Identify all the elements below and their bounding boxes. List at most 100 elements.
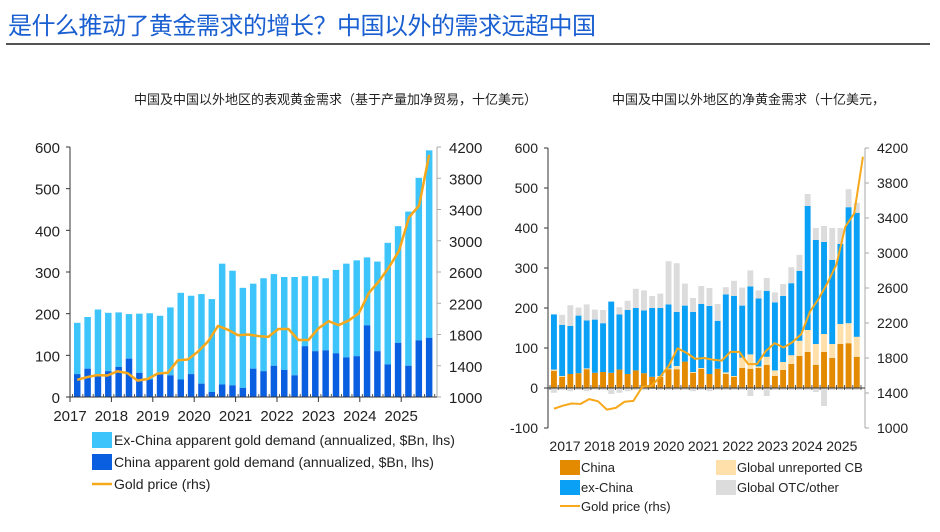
otc-other-negative-bar: [739, 388, 746, 390]
left-y-tick-label: 200: [515, 300, 539, 316]
unreported-cb-bar: [771, 370, 778, 376]
china-bar: [551, 370, 557, 388]
otc-other-bar: [755, 290, 762, 299]
otc-other-bar: [845, 189, 852, 208]
unreported-cb-bar: [845, 323, 852, 344]
china-bar: [821, 352, 827, 388]
ex-china-bar: [105, 312, 112, 372]
otc-other-bar: [731, 280, 737, 296]
otc-other-negative-bar: [780, 388, 787, 390]
china-bar: [343, 357, 350, 397]
x-tick-label: 2021: [219, 408, 252, 425]
ex-china-bar: [853, 212, 860, 337]
ex-china-bar: [187, 295, 195, 375]
left-y-tick-label: 500: [35, 182, 60, 199]
otc-other-negative-bar: [632, 388, 639, 390]
left-y-tick-label: 0: [52, 390, 60, 407]
china-bar: [837, 344, 844, 388]
china-bar: [229, 385, 236, 397]
ex-china-bar: [177, 292, 184, 380]
title-divider: [6, 43, 930, 45]
left-y-tick-label: 400: [515, 220, 539, 236]
right-y-tick-label: 3800: [877, 175, 908, 191]
ex-china-bar: [624, 310, 631, 374]
x-tick-label: 2019: [136, 408, 169, 425]
ex-china-bar: [681, 305, 688, 362]
left-y-tick-label: 300: [515, 260, 539, 276]
right-y-tick-label: 3400: [877, 210, 908, 226]
unreported-cb-bar: [739, 357, 746, 368]
china-bar: [156, 374, 164, 397]
ex-china-bar: [74, 322, 81, 375]
gold-price-line: [553, 156, 864, 411]
legend-swatch: [560, 480, 580, 495]
legend-label: ex-China: [581, 480, 634, 495]
china-bar: [115, 367, 122, 397]
right-y-tick-label: 4200: [877, 140, 908, 156]
otc-other-negative-bar: [771, 388, 778, 390]
china-bar: [281, 369, 288, 397]
china-bar: [84, 368, 91, 397]
otc-other-bar: [681, 283, 688, 306]
unreported-cb-bar: [690, 372, 697, 373]
ex-china-bar: [583, 320, 590, 369]
china-bar: [167, 375, 174, 397]
ex-china-bar: [714, 320, 721, 369]
china-bar: [763, 364, 770, 388]
x-tick-label: 2017: [53, 408, 86, 425]
ex-china-bar: [249, 283, 257, 369]
china-bar: [698, 368, 705, 388]
ex-china-bar: [845, 207, 852, 324]
china-bar: [105, 371, 112, 397]
china-bar: [845, 343, 852, 388]
ex-china-bar: [136, 313, 143, 373]
ex-china-bar: [763, 290, 770, 357]
legend-swatch: [92, 432, 112, 448]
china-bar: [632, 370, 639, 388]
ex-china-bar: [239, 287, 247, 388]
unreported-cb-bar: [829, 344, 836, 358]
china-bar: [332, 353, 340, 397]
left-y-tick-label: 300: [35, 265, 60, 282]
left-y-tick-label: 100: [515, 340, 539, 356]
unreported-cb-bar: [804, 330, 811, 352]
otc-other-bar: [739, 287, 746, 306]
otc-other-negative-bar: [649, 388, 656, 390]
right-chart: -100 0 100 200 300 400 500 600 1000 1400 1800 2200 2…: [510, 140, 908, 514]
legend-swatch: [92, 454, 112, 470]
china-bar: [177, 379, 184, 397]
legend-label: Ex-China apparent gold demand (annualize…: [114, 432, 455, 448]
otc-other-bar: [763, 278, 770, 291]
x-tick-label: 2020: [653, 438, 684, 454]
unreported-cb-bar: [551, 369, 557, 371]
unreported-cb-bar: [731, 376, 737, 377]
china-bar: [125, 358, 133, 397]
right-y-tick-label: 3800: [449, 171, 482, 188]
ex-china-bar: [608, 301, 615, 373]
otc-other-bar: [690, 298, 697, 312]
china-bar: [218, 384, 226, 397]
china-bar: [681, 361, 688, 388]
otc-other-bar: [600, 310, 606, 324]
otc-other-bar: [632, 288, 639, 308]
ex-china-bar: [722, 294, 729, 373]
right-y-tick-label: 2200: [877, 315, 908, 331]
china-bar: [796, 356, 803, 388]
legend-swatch: [716, 480, 736, 495]
ex-china-bar: [270, 274, 278, 366]
china-bar: [575, 373, 582, 388]
china-bar: [567, 374, 574, 388]
china-bar: [239, 387, 247, 397]
otc-other-negative-bar: [706, 388, 713, 392]
otc-other-negative-bar: [804, 388, 811, 390]
otc-other-negative-bar: [812, 388, 819, 392]
left-y-tick-label: 600: [515, 140, 539, 156]
china-bar: [624, 374, 631, 388]
china-bar: [187, 374, 195, 397]
ex-china-bar: [829, 260, 836, 344]
otc-other-bar: [641, 290, 647, 311]
china-bar: [301, 346, 309, 397]
right-y-tick-label: 2600: [877, 280, 908, 296]
ex-china-bar: [559, 324, 566, 376]
otc-other-bar: [624, 300, 631, 310]
